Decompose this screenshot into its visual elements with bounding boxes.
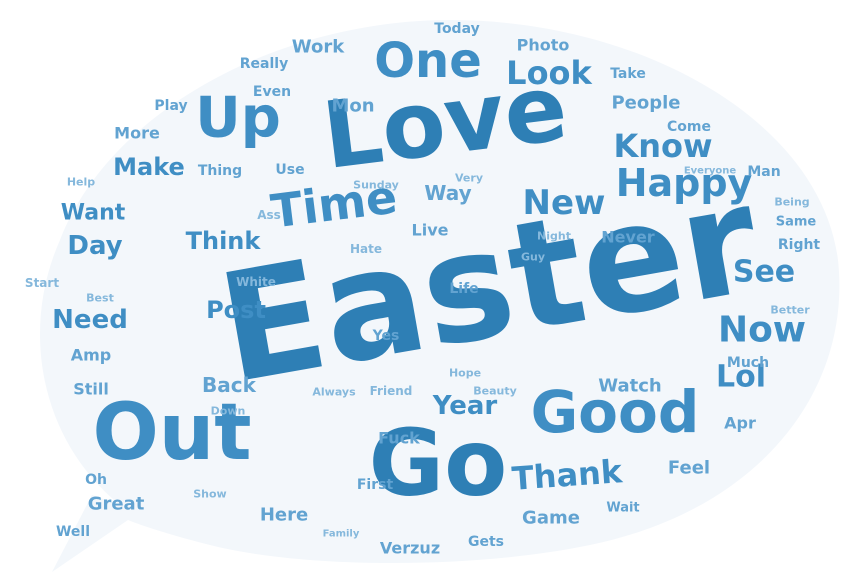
word-play: Play: [154, 98, 187, 114]
word-want: Want: [61, 201, 126, 226]
word-sunday: Sunday: [353, 179, 399, 192]
word-watch: Watch: [598, 376, 661, 397]
word-better: Better: [770, 304, 810, 317]
word-thing: Thing: [198, 163, 242, 179]
word-amp: Amp: [71, 346, 112, 365]
word-gets: Gets: [468, 534, 504, 550]
word-oh: Oh: [85, 472, 107, 488]
word-man: Man: [747, 164, 780, 180]
word-family: Family: [323, 529, 360, 540]
word-think: Think: [186, 227, 262, 255]
word-good: Good: [531, 378, 700, 446]
word-yes: Yes: [372, 328, 400, 344]
word-verzuz: Verzuz: [380, 539, 440, 558]
word-people: People: [611, 93, 680, 114]
word-year: Year: [432, 391, 498, 421]
word-still: Still: [73, 380, 109, 399]
word-use: Use: [275, 162, 304, 178]
word-apr: Apr: [724, 414, 756, 433]
word-way: Way: [424, 181, 471, 205]
word-down: Down: [211, 405, 246, 418]
word-beauty: Beauty: [473, 385, 517, 398]
word-photo: Photo: [517, 36, 570, 55]
word-feel: Feel: [668, 458, 710, 479]
word-well: Well: [56, 524, 90, 540]
word-day: Day: [67, 231, 122, 261]
word-great: Great: [88, 494, 145, 515]
word-work: Work: [292, 37, 345, 58]
word-need: Need: [52, 305, 128, 335]
word-today: Today: [434, 21, 479, 37]
word-life: Life: [449, 281, 478, 297]
word-take: Take: [610, 66, 646, 82]
word-live: Live: [412, 221, 449, 240]
word-look: Look: [506, 54, 592, 92]
word-night: Night: [537, 230, 571, 243]
word-post: Post: [206, 296, 266, 324]
word-out: Out: [92, 388, 251, 478]
word-start: Start: [25, 276, 59, 290]
word-make: Make: [113, 153, 185, 181]
word-everyone: Everyone: [684, 166, 737, 177]
speech-bubble-shape: [40, 20, 840, 572]
word-mon: Mon: [331, 96, 374, 117]
word-friend: Friend: [370, 384, 413, 398]
word-guy: Guy: [521, 251, 545, 264]
word-hope: Hope: [449, 367, 481, 380]
word-same: Same: [776, 215, 817, 230]
word-game: Game: [522, 508, 580, 529]
word-even: Even: [253, 84, 291, 100]
word-come: Come: [667, 119, 711, 135]
word-first: First: [357, 477, 394, 493]
word-wait: Wait: [606, 501, 639, 516]
word-best: Best: [86, 292, 114, 305]
word-never: Never: [601, 228, 655, 247]
word-new: New: [523, 183, 606, 223]
word-right: Right: [778, 237, 821, 253]
word-see: See: [733, 255, 795, 290]
word-here: Here: [260, 505, 308, 526]
word-one: One: [374, 33, 482, 89]
word-know: Know: [613, 127, 712, 165]
word-really: Really: [240, 56, 288, 72]
word-always: Always: [312, 386, 356, 399]
word-ass: Ass: [257, 208, 281, 222]
word-now: Now: [718, 310, 806, 351]
word-show: Show: [193, 488, 226, 501]
word-more: More: [114, 124, 160, 143]
word-white: White: [236, 275, 276, 289]
word-hate: Hate: [350, 242, 382, 256]
word-fuck: Fuck: [378, 429, 420, 448]
word-very: Very: [455, 172, 483, 185]
word-thank: Thank: [511, 452, 624, 498]
word-being: Being: [774, 196, 809, 209]
word-much: Much: [727, 355, 769, 371]
word-back: Back: [202, 373, 257, 397]
word-lol: Lol: [716, 360, 766, 395]
word-go: Go: [369, 410, 508, 517]
word-help: Help: [67, 176, 95, 189]
word-up: Up: [195, 86, 281, 151]
word-happy: Happy: [616, 161, 753, 205]
